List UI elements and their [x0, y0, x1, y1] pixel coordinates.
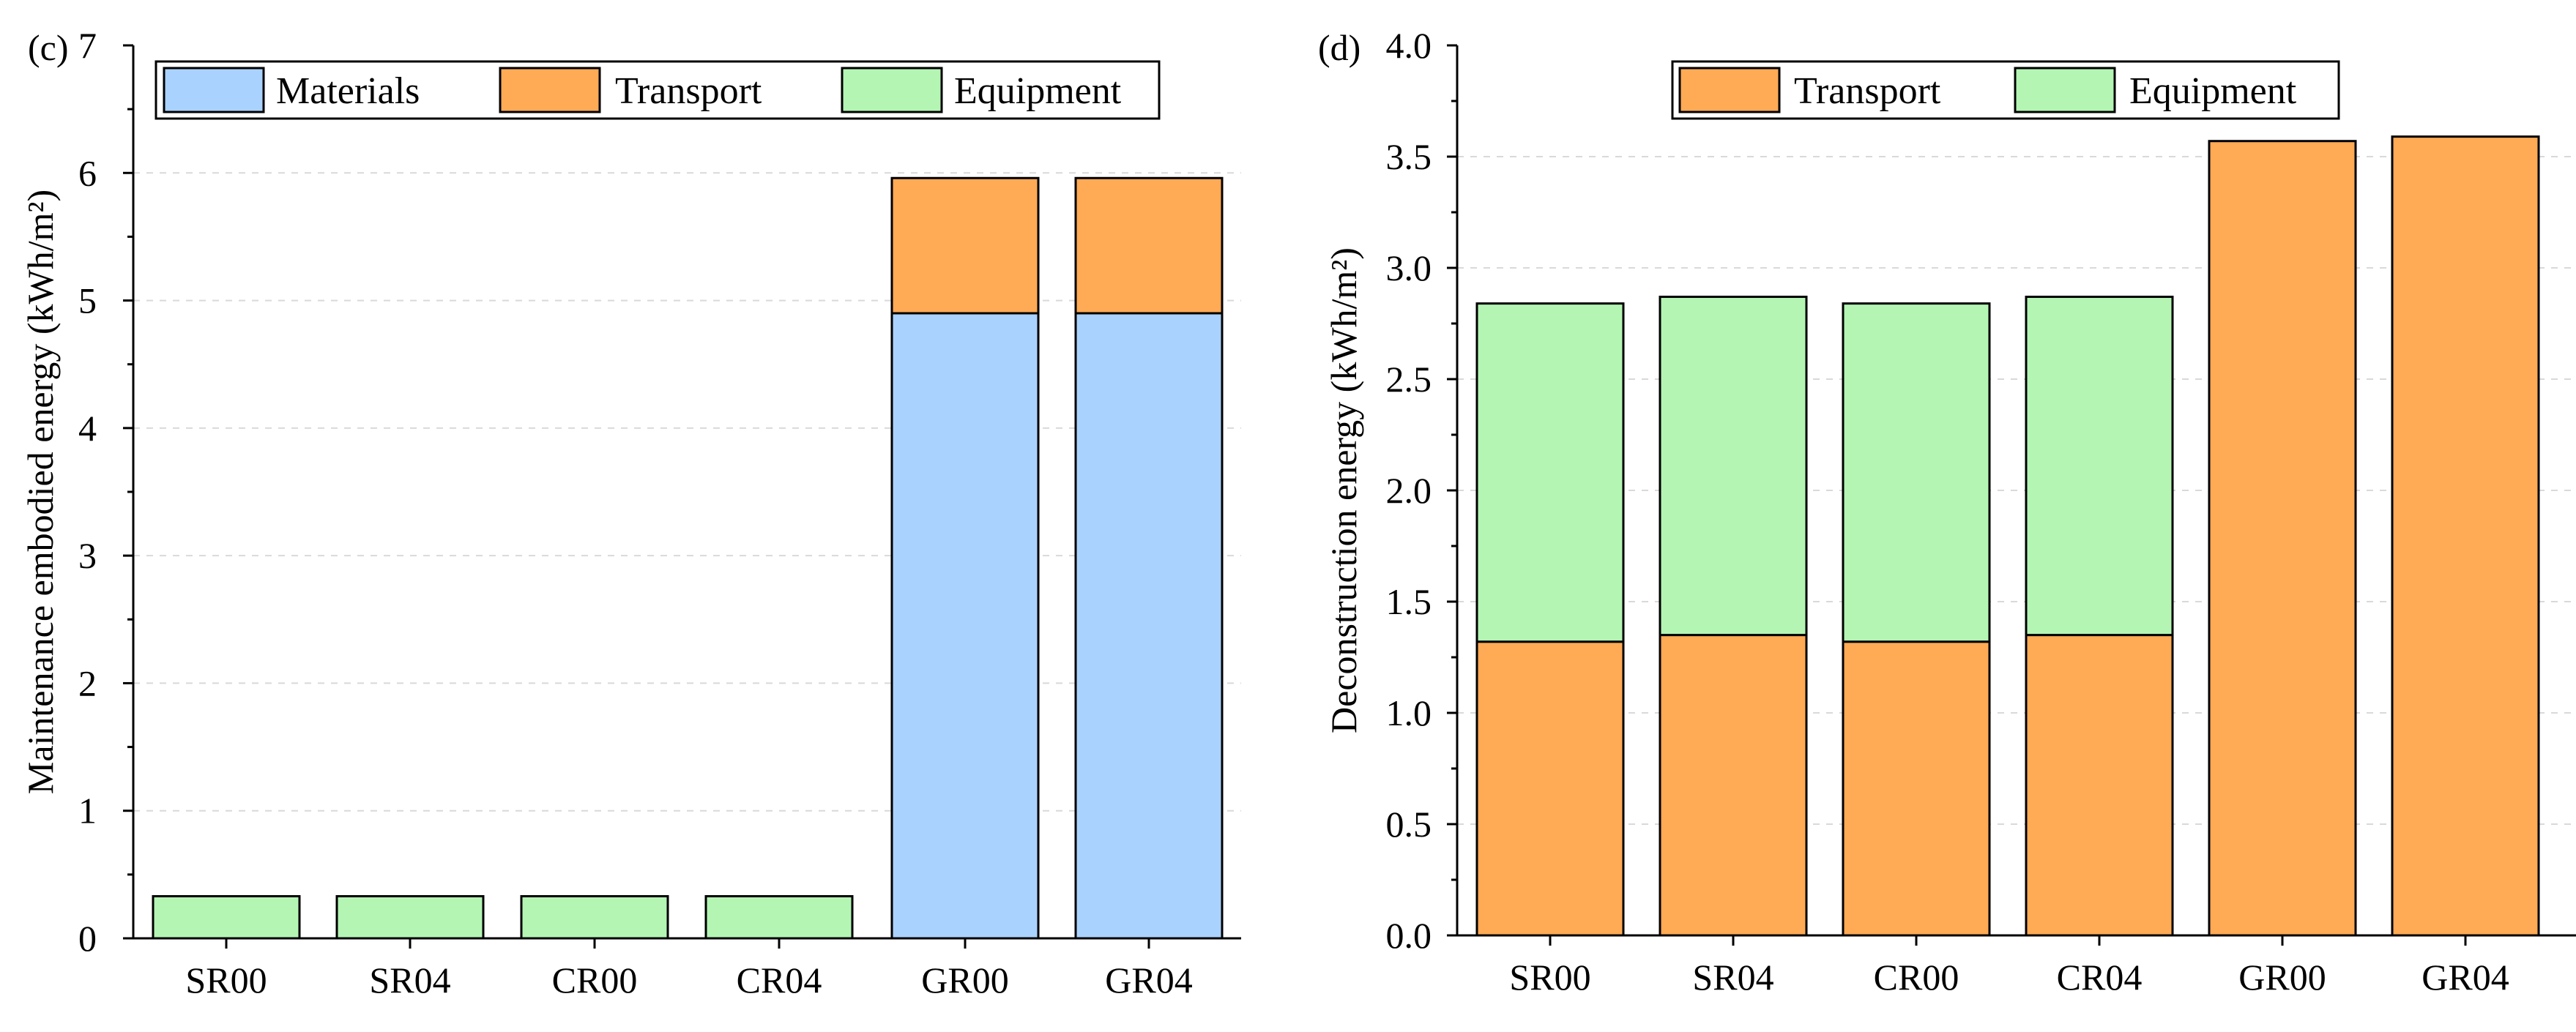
legend-swatch-materials [163, 67, 265, 113]
y-tick-label: 4 [78, 408, 97, 449]
legend-label-materials: Materials [276, 70, 420, 112]
x-tick-label-sr04: SR04 [369, 960, 450, 1001]
bar-equipment-cr04 [2025, 296, 2174, 637]
legend: Transport Equipment [1671, 60, 2340, 120]
legend-label-equipment: Equipment [954, 70, 1122, 112]
legend-swatch-transport [1678, 67, 1781, 113]
chart-panel-d: 0.0 0.5 1.0 1.5 2.0 2.5 3.0 3.5 4.0 SR00 SR04 CR00 C… [1318, 25, 2576, 998]
bar-transport-gr04 [1074, 176, 1224, 315]
y-tick-label: 2 [78, 662, 97, 703]
bar-equipment-sr00 [1475, 302, 1625, 643]
bar-transport-cr04 [2025, 634, 2174, 937]
bar-transport-sr00 [1475, 640, 1625, 937]
y-axis-title: Deconstruction energy (kWh/m²) [1323, 247, 1364, 733]
x-tick-label-cr04: CR04 [737, 960, 822, 1001]
bar-equipment-sr04 [1659, 296, 1808, 637]
y-tick-label: 0.5 [1386, 804, 1432, 845]
bar-materials-gr04 [1074, 312, 1224, 940]
y-tick-label: 3.5 [1386, 136, 1432, 177]
y-tick-label: 5 [78, 280, 97, 321]
y-tick-label: 3.0 [1386, 247, 1432, 288]
bar-transport-gr00 [2208, 140, 2357, 937]
legend: Materials Transport Equipment [155, 60, 1161, 120]
y-tick-label: 0 [78, 918, 97, 959]
legend-swatch-equipment [2014, 67, 2116, 113]
y-tick-label: 3 [78, 535, 97, 576]
x-tick-label-cr00: CR00 [552, 960, 638, 1001]
legend-label-equipment: Equipment [2129, 70, 2297, 112]
y-tick-label: 1.5 [1386, 581, 1432, 622]
bar-transport-cr00 [1842, 640, 1991, 937]
legend-swatch-equipment [841, 67, 943, 113]
y-tick-label: 4.0 [1386, 25, 1432, 66]
y-axis-title: Maintenance embodied energy (kWh/m²) [20, 190, 61, 794]
y-tick-label: 6 [78, 152, 97, 193]
legend-frame [1671, 60, 2340, 120]
y-tick-label: 2.0 [1386, 470, 1432, 511]
bar-equipment-sr04 [335, 894, 485, 940]
y-tick-label: 0.0 [1386, 915, 1432, 956]
bar-transport-sr04 [1659, 634, 1808, 937]
bar-equipment-cr00 [520, 894, 669, 940]
x-tick-label-cr00: CR00 [1874, 957, 1959, 998]
panel-label: (c) [28, 27, 69, 68]
y-tick-label: 7 [78, 25, 97, 66]
x-tick-label-sr00: SR00 [1509, 957, 1590, 998]
bar-materials-gr00 [890, 312, 1040, 940]
legend-frame [155, 60, 1161, 120]
bar-equipment-cr04 [704, 894, 854, 940]
chart-panel-c: 0 1 2 3 4 5 6 7 SR00 SR04 CR00 CR04 GR00 GR04 Maintena… [20, 25, 1241, 1001]
y-tick-label: 2.5 [1386, 359, 1432, 400]
x-tick-label-gr00: GR00 [921, 960, 1008, 1001]
bar-equipment-cr00 [1842, 302, 1991, 643]
y-tick-label: 1.0 [1386, 692, 1432, 733]
legend-label-transport: Transport [615, 70, 762, 112]
x-tick-label-gr00: GR00 [2238, 957, 2326, 998]
bar-transport-gr00 [890, 176, 1040, 315]
x-tick-label-sr00: SR00 [185, 960, 267, 1001]
x-tick-label-cr04: CR04 [2057, 957, 2143, 998]
bar-equipment-sr00 [152, 894, 301, 940]
x-tick-label-sr04: SR04 [1692, 957, 1773, 998]
legend-label-transport: Transport [1794, 70, 1941, 112]
y-tick-label: 1 [78, 790, 97, 831]
bar-transport-gr04 [2391, 135, 2540, 937]
legend-swatch-transport [499, 67, 601, 113]
x-tick-label-gr04: GR04 [2421, 957, 2509, 998]
x-tick-label-gr04: GR04 [1105, 960, 1192, 1001]
panel-label: (d) [1318, 27, 1360, 68]
